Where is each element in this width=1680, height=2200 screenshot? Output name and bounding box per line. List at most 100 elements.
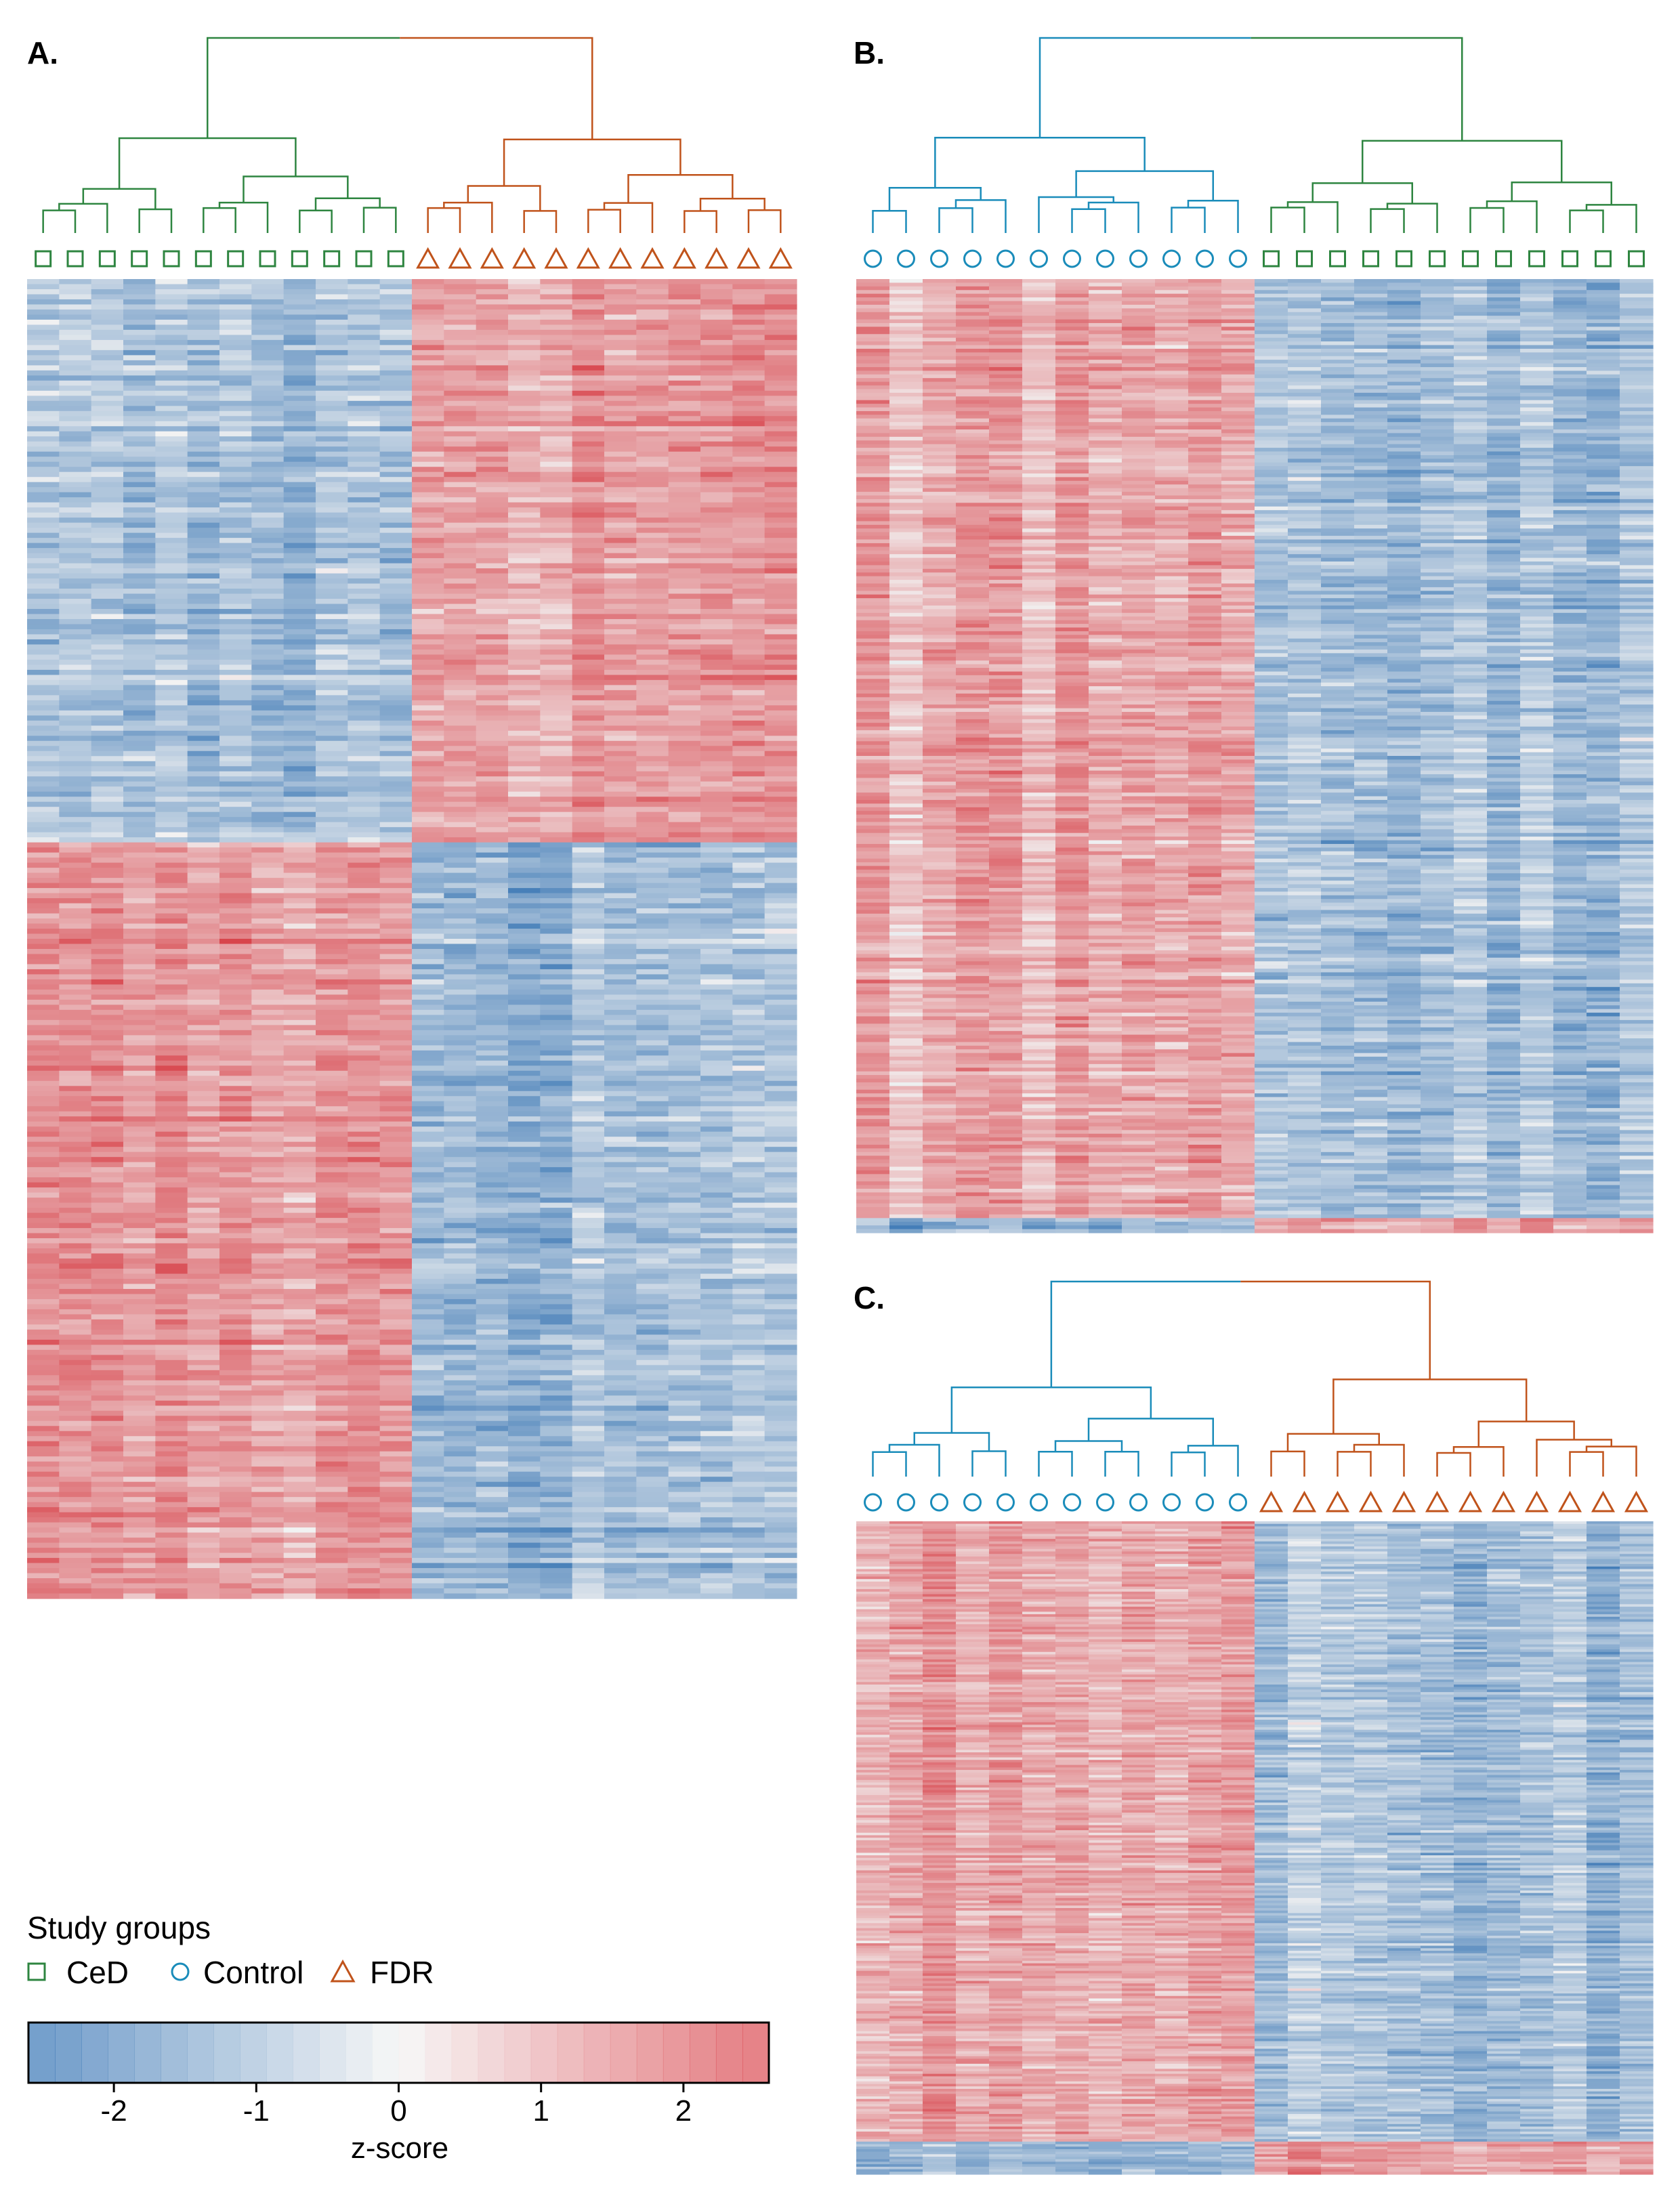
panel-a-heatmap-cell <box>764 538 797 544</box>
panel-a-heatmap-cell <box>316 329 348 336</box>
panel-a-dendrogram-branch <box>218 201 269 233</box>
panel-a-heatmap-cell <box>155 436 188 442</box>
panel-a-heatmap-cell <box>540 599 573 605</box>
panel-a-heatmap-cell <box>508 786 541 792</box>
panel-a-heatmap-cell <box>508 1151 541 1158</box>
panel-a-heatmap-cell <box>59 984 92 990</box>
panel-a-heatmap-cell <box>59 1147 92 1153</box>
panel-a-heatmap-cell <box>91 827 124 833</box>
panel-a-heatmap-cell <box>187 1288 220 1295</box>
panel-a-heatmap-cell <box>476 618 509 625</box>
panel-a-heatmap-cell <box>348 883 381 889</box>
panel-a-heatmap-cell <box>476 1319 509 1326</box>
panel-a-dendrogram-branch <box>467 185 541 211</box>
panel-a-heatmap-cell <box>27 522 60 528</box>
panel-a-heatmap-cell <box>700 279 733 285</box>
panel-a-heatmap-cell <box>316 1314 348 1320</box>
panel-a-heatmap-cell <box>668 492 701 498</box>
panel-a-heatmap-cell <box>764 1030 797 1036</box>
panel-a-heatmap-cell <box>283 858 316 864</box>
panel-a-heatmap-cell <box>732 441 765 447</box>
panel-a-heatmap-cell <box>251 797 285 803</box>
panel-a-heatmap-cell <box>540 664 573 671</box>
panel-a-heatmap-cell <box>700 390 733 396</box>
panel-a-heatmap-cell <box>572 1253 605 1259</box>
panel-a-heatmap-cell <box>540 781 573 787</box>
panel-a-heatmap-cell <box>379 573 413 579</box>
panel-a-heatmap-cell <box>283 883 316 889</box>
panel-a-heatmap-cell <box>348 811 381 818</box>
panel-a-heatmap-cell <box>412 913 444 919</box>
panel-a-heatmap-cell <box>508 872 541 879</box>
panel-a-heatmap-cell <box>604 618 637 625</box>
panel-a-heatmap-cell <box>668 1019 701 1025</box>
panel-a-heatmap-cell <box>476 837 509 843</box>
panel-a-heatmap-cell <box>379 690 413 696</box>
panel-a-heatmap-cell <box>27 1324 60 1330</box>
panel-a-heatmap-cell <box>27 345 60 351</box>
panel-a-heatmap-cell <box>636 482 669 488</box>
panel-a-heatmap-cell <box>155 319 188 326</box>
panel-a-heatmap-cell <box>91 858 124 864</box>
panel-a-heatmap-cell <box>155 609 188 615</box>
panel-a-heatmap-cell <box>700 1258 733 1265</box>
panel-a-heatmap-cell <box>540 451 573 457</box>
panel-a-heatmap-cell <box>155 563 188 569</box>
panel-a-heatmap-cell <box>316 324 348 331</box>
panel-a-heatmap-cell <box>604 939 637 945</box>
panel-a-heatmap-cell <box>444 1218 477 1224</box>
panel-a-heatmap-cell <box>348 797 381 803</box>
panel-a-heatmap-cell <box>283 461 316 467</box>
panel-a-heatmap-cell <box>668 1025 701 1031</box>
panel-a-heatmap-cell <box>668 1076 701 1082</box>
panel-a-heatmap-cell <box>636 771 669 777</box>
panel-a-heatmap-cell <box>508 431 541 437</box>
panel-a-heatmap-cell <box>636 416 669 422</box>
panel-a-heatmap-cell <box>412 482 444 488</box>
panel-a-heatmap-cell <box>316 756 348 762</box>
panel-a-heatmap-cell <box>251 467 285 473</box>
panel-a-heatmap-cell <box>732 1218 765 1224</box>
panel-a-heatmap-cell <box>187 1177 220 1183</box>
panel-a-heatmap-cell <box>572 522 605 528</box>
panel-a-heatmap-cell <box>540 375 573 381</box>
panel-a-heatmap-cell <box>155 984 188 990</box>
panel-a-heatmap-cell <box>572 324 605 331</box>
panel-a-heatmap-cell <box>572 730 605 736</box>
panel-a-heatmap-cell <box>540 284 573 290</box>
panel-a-heatmap-cell <box>604 822 637 828</box>
panel-a-heatmap-cell <box>508 380 541 386</box>
panel-a-heatmap-cell <box>668 1055 701 1061</box>
panel-a-heatmap-cell <box>123 583 156 589</box>
panel-a-heatmap-cell <box>187 618 220 625</box>
panel-a-heatmap-cell <box>764 842 797 848</box>
panel-a-heatmap-cell <box>27 679 60 685</box>
panel-a-heatmap-cell <box>572 1070 605 1076</box>
panel-a-heatmap-cell <box>668 406 701 412</box>
panel-a-heatmap-cell <box>219 720 252 726</box>
panel-a-heatmap-cell <box>700 436 733 442</box>
panel-a-heatmap-cell <box>700 974 733 980</box>
panel-a-heatmap-cell <box>636 614 669 620</box>
panel-a-heatmap-cell <box>91 624 124 630</box>
panel-a-heatmap-cell <box>379 964 413 970</box>
panel-a-heatmap-cell <box>508 543 541 549</box>
panel-a-heatmap-cell <box>251 929 285 935</box>
panel-a-heatmap-cell <box>348 543 381 549</box>
panel-a-heatmap-cell <box>219 502 252 508</box>
panel-a-heatmap-cell <box>412 852 444 858</box>
panel-a-heatmap-cell <box>59 471 92 478</box>
panel-a-heatmap-cell <box>283 1126 316 1133</box>
panel-a-heatmap-cell <box>155 761 188 767</box>
panel-a-heatmap-cell <box>604 771 637 777</box>
panel-a-heatmap-cell <box>668 750 701 757</box>
panel-a-heatmap-cell <box>764 1076 797 1082</box>
panel-a-heatmap-cell <box>155 335 188 341</box>
panel-a-heatmap-cell <box>700 933 733 939</box>
panel-a-heatmap-cell <box>316 492 348 498</box>
panel-a-heatmap-cell <box>604 807 637 813</box>
panel-a-heatmap-cell <box>123 847 156 853</box>
panel-a-heatmap-cell <box>444 339 477 345</box>
panel-a-heatmap-cell <box>764 811 797 818</box>
panel-a-heatmap-cell <box>251 791 285 797</box>
